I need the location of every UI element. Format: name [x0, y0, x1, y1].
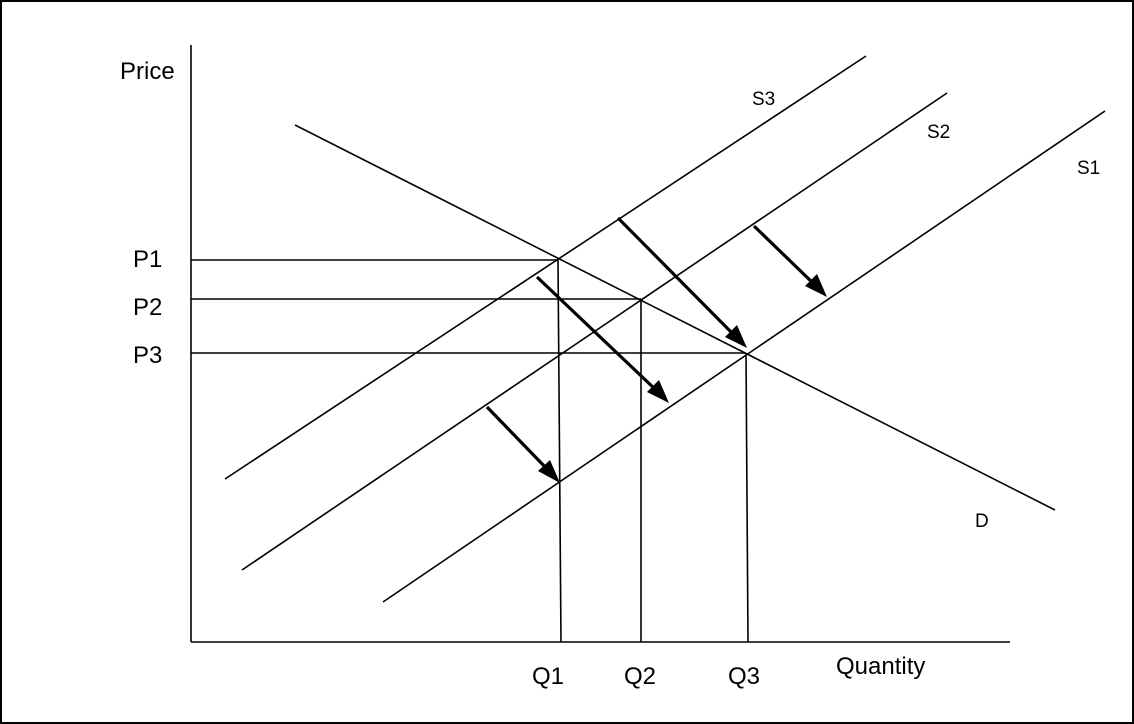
shift-arrow-4 — [752, 224, 827, 297]
supply-curve-s3 — [224, 55, 867, 480]
quantity-label-q1: Q1 — [532, 663, 564, 690]
curve-label-s2: S2 — [927, 122, 950, 143]
quantity-guide-q1 — [557, 259, 562, 643]
shift-arrow-3 — [616, 216, 747, 348]
curve-label-s3: S3 — [752, 89, 775, 110]
price-label-p1: P1 — [133, 246, 162, 273]
demand-curve — [294, 124, 1056, 511]
supply-curve-s1 — [382, 110, 1106, 603]
price-label-p2: P2 — [133, 294, 162, 321]
x-axis-label: Quantity — [836, 653, 925, 680]
shift-arrow-2 — [535, 275, 669, 403]
quantity-label-q2: Q2 — [624, 663, 656, 690]
curve-label-d: D — [975, 511, 989, 532]
quantity-label-q3: Q3 — [728, 663, 760, 690]
price-label-p3: P3 — [133, 342, 162, 369]
quantity-guide-q3 — [745, 352, 749, 643]
curve-label-s1: S1 — [1077, 158, 1100, 179]
y-axis-label: Price — [120, 58, 175, 85]
shift-arrow-1 — [485, 405, 560, 483]
